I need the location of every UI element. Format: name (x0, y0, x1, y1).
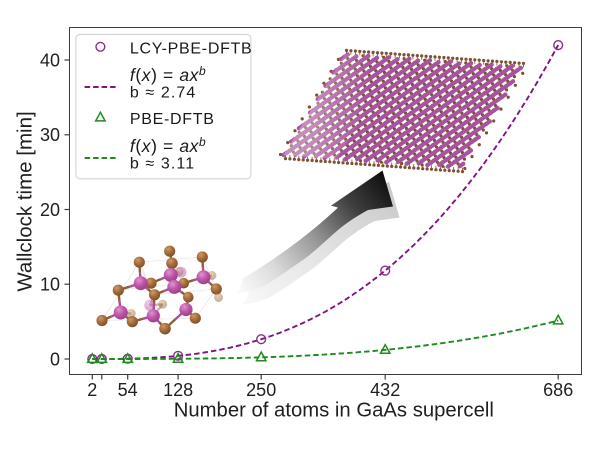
svg-text:20: 20 (40, 200, 60, 220)
svg-text:54: 54 (118, 380, 138, 400)
svg-text:40: 40 (40, 50, 60, 70)
svg-text:2: 2 (87, 380, 97, 400)
svg-text:250: 250 (246, 380, 276, 400)
svg-text:b ≈ 2.74: b ≈ 2.74 (130, 85, 197, 102)
svg-text:PBE-DFTB: PBE-DFTB (130, 111, 215, 128)
svg-text:Number of atoms in GaAs superc: Number of atoms in GaAs supercell (174, 400, 494, 422)
svg-text:686: 686 (543, 380, 573, 400)
svg-text:10: 10 (40, 275, 60, 295)
svg-text:f(x) = axb: f(x) = axb (130, 135, 206, 156)
svg-text:f(x) = axb: f(x) = axb (130, 64, 206, 85)
svg-text:b ≈ 3.11: b ≈ 3.11 (130, 155, 195, 172)
svg-text:Wallclock time [min]: Wallclock time [min] (14, 111, 37, 291)
svg-text:LCY-PBE-DFTB: LCY-PBE-DFTB (130, 40, 253, 57)
svg-text:432: 432 (370, 380, 400, 400)
svg-text:30: 30 (40, 125, 60, 145)
svg-text:0: 0 (50, 349, 60, 369)
svg-text:128: 128 (163, 380, 193, 400)
